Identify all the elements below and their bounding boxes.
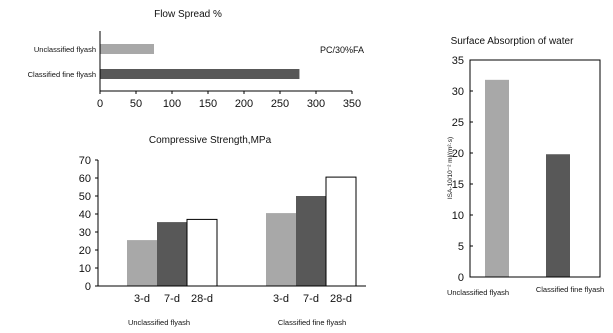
compressive-y-tick-label: 30 xyxy=(79,227,91,239)
compressive-age-label: 7-d xyxy=(164,293,180,305)
compressive-group-label: Unclassified flyash xyxy=(128,318,190,327)
compressive-y-tick-label: 10 xyxy=(79,263,91,275)
flow-spread-x-tick-label: 150 xyxy=(199,98,217,110)
surface-absorption-plot-frame xyxy=(469,59,601,278)
compressive-age-label: 28-d xyxy=(330,293,352,305)
compressive-strength-bar xyxy=(296,196,326,286)
surface-absorption-y-tick-label: 35 xyxy=(452,55,464,67)
surface-absorption-y-tick-label: 30 xyxy=(452,86,464,98)
surface-absorption-y-tick-label: 0 xyxy=(458,272,464,284)
flow-spread-x-tick-label: 200 xyxy=(235,98,253,110)
flow-spread-annotation: PC/30%FA xyxy=(320,45,364,55)
flow-spread-x-tick-label: 0 xyxy=(97,98,103,110)
surface-absorption-y-tick-label: 25 xyxy=(452,117,464,129)
compressive-group-label: Classified fine flyash xyxy=(278,318,346,327)
flow-spread-x-tick-label: 50 xyxy=(130,98,142,110)
surface-absorption-bar xyxy=(485,79,509,277)
flow-spread-category-label: Classified fine flyash xyxy=(28,70,96,79)
surface-absorption-y-tick-label: 15 xyxy=(452,179,464,191)
compressive-y-tick-label: 60 xyxy=(79,173,91,185)
compressive-strength-bar xyxy=(266,213,296,286)
flow-spread-title: Flow Spread % xyxy=(154,9,222,20)
compressive-age-label: 3-d xyxy=(273,293,289,305)
compressive-age-label: 28-d xyxy=(191,293,213,305)
surface-absorption-chart: Surface Absorption of water ISA-10/10⁻² … xyxy=(447,36,604,297)
flow-spread-x-tick-label: 300 xyxy=(307,98,325,110)
compressive-age-label: 7-d xyxy=(303,293,319,305)
surface-absorption-y-label: ISA-10/10⁻² ml/(m²·s) xyxy=(447,137,454,199)
surface-absorption-category-label: Unclassified flyash xyxy=(447,288,509,297)
compressive-strength-chart: Compressive Strength,MPa Unclassified fl… xyxy=(79,135,366,327)
compressive-strength-bar xyxy=(127,240,157,286)
surface-absorption-bar xyxy=(546,154,570,277)
compressive-y-tick-label: 70 xyxy=(79,155,91,167)
flow-spread-x-tick-label: 350 xyxy=(343,98,361,110)
flow-spread-category-label: Unclassified flyash xyxy=(34,45,96,54)
surface-absorption-y-tick-label: 10 xyxy=(452,210,464,222)
flow-spread-chart: Flow Spread % PC/30%FA Unclassified flya… xyxy=(28,9,364,110)
compressive-y-tick-label: 50 xyxy=(79,191,91,203)
compressive-y-tick-label: 0 xyxy=(85,281,91,293)
compressive-strength-bar xyxy=(186,218,218,287)
compressive-age-label: 3-d xyxy=(134,293,150,305)
flow-spread-bar xyxy=(100,44,154,54)
surface-absorption-title: Surface Absorption of water xyxy=(451,36,575,47)
compressive-y-tick-label: 20 xyxy=(79,245,91,257)
surface-absorption-y-tick-label: 5 xyxy=(458,241,464,253)
compressive-y-tick-label: 40 xyxy=(79,209,91,221)
surface-absorption-category-label: Classified fine flyash xyxy=(536,285,604,294)
compressive-strength-bar xyxy=(157,222,187,286)
flow-spread-bar xyxy=(100,69,300,79)
compressive-strength-title: Compressive Strength,MPa xyxy=(149,135,272,146)
compressive-strength-bar xyxy=(325,176,357,287)
flow-spread-x-tick-label: 250 xyxy=(271,98,289,110)
flow-spread-x-tick-label: 100 xyxy=(163,98,181,110)
surface-absorption-y-tick-label: 20 xyxy=(452,148,464,160)
